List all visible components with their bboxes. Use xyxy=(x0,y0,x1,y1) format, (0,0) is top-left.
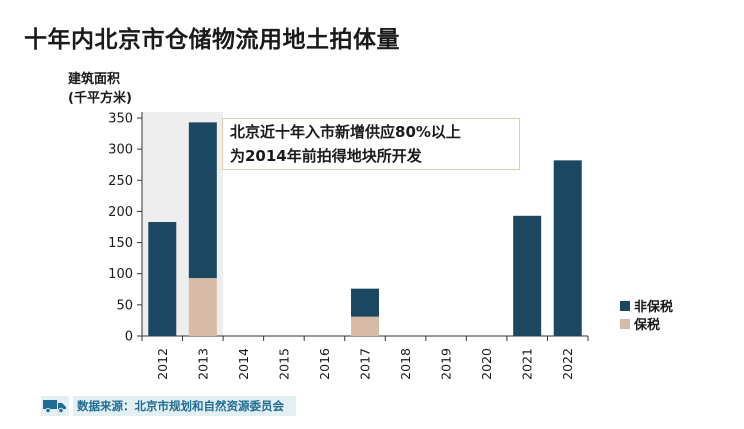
x-tick-label: 2018 xyxy=(398,348,413,380)
y-tick-label: 100 xyxy=(108,267,133,282)
source-text: 数据来源：北京市规划和自然资源委员会 xyxy=(73,396,296,416)
bar-bonded-2013 xyxy=(189,278,217,336)
x-tick-label: 2019 xyxy=(439,348,454,380)
x-tick-label: 2022 xyxy=(560,348,575,380)
source-note: 数据来源：北京市规划和自然资源委员会 xyxy=(41,396,296,416)
y-tick-label: 50 xyxy=(116,298,133,313)
legend-item-bonded: 保税 xyxy=(620,314,660,333)
bar-non-bonded-2022 xyxy=(554,160,582,336)
y-tick-label: 0 xyxy=(125,330,133,345)
bar-non-bonded-2012 xyxy=(148,222,176,336)
y-tick-label: 200 xyxy=(108,205,133,220)
annotation-line1: 北京近十年入市新增供应80%以上 xyxy=(230,120,519,144)
y-tick-label: 300 xyxy=(108,143,133,158)
annotation-box: 北京近十年入市新增供应80%以上 为2014年前拍得地块所开发 xyxy=(222,118,520,170)
legend-swatch-non-bonded xyxy=(620,301,630,311)
legend-swatch-bonded xyxy=(620,319,630,329)
x-tick-label: 2014 xyxy=(236,348,251,380)
annotation-line2: 为2014年前拍得地块所开发 xyxy=(230,144,519,168)
y-tick-label: 150 xyxy=(108,236,133,251)
legend-label-bonded: 保税 xyxy=(634,314,660,333)
x-tick-label: 2017 xyxy=(358,348,373,380)
truck-icon xyxy=(41,396,69,416)
y-tick-label: 250 xyxy=(108,174,133,189)
legend-label-non-bonded: 非保税 xyxy=(634,296,673,315)
bar-bonded-2017 xyxy=(351,317,379,336)
x-tick-label: 2012 xyxy=(155,348,170,380)
bar-non-bonded-2017 xyxy=(351,289,379,317)
y-tick-label: 350 xyxy=(108,112,133,127)
bar-non-bonded-2021 xyxy=(513,216,541,336)
x-tick-label: 2021 xyxy=(520,348,535,380)
legend-item-non-bonded: 非保税 xyxy=(620,296,673,315)
x-tick-label: 2016 xyxy=(317,348,332,380)
x-tick-label: 2013 xyxy=(195,348,210,380)
x-tick-label: 2015 xyxy=(276,348,291,380)
bar-non-bonded-2013 xyxy=(189,122,217,278)
x-tick-label: 2020 xyxy=(479,348,494,380)
